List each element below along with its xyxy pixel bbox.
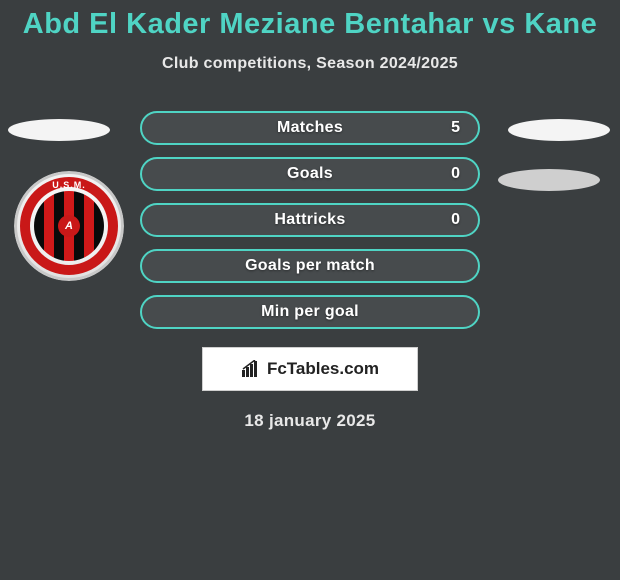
player-right-ellipse-bottom xyxy=(498,169,600,191)
stat-bar: Goals 0 xyxy=(140,157,480,191)
stat-bar-label: Goals xyxy=(287,165,333,183)
stat-bar-label: Min per goal xyxy=(261,303,359,321)
stat-bar: Goals per match xyxy=(140,249,480,283)
stat-bars: Matches 5 Goals 0 Hattricks 0 Goals per match M… xyxy=(140,111,480,329)
stat-bar-label: Goals per match xyxy=(245,257,375,275)
stat-bar-value: 5 xyxy=(451,119,460,137)
watermark-chart-icon xyxy=(241,360,261,378)
stat-bar-label: Matches xyxy=(277,119,343,137)
stat-bar-label: Hattricks xyxy=(274,211,345,229)
subtitle: Club competitions, Season 2024/2025 xyxy=(0,55,620,73)
stat-bar-value: 0 xyxy=(451,211,460,229)
player-left-ellipse xyxy=(8,119,110,141)
club-badge: U.S.M. A xyxy=(14,171,124,281)
comparison-content: U.S.M. A Matches 5 Goals 0 Hattricks 0 Goals p… xyxy=(0,111,620,431)
page-title: Abd El Kader Meziane Bentahar vs Kane xyxy=(0,0,620,41)
stat-bar: Hattricks 0 xyxy=(140,203,480,237)
stat-bar-value: 0 xyxy=(451,165,460,183)
badge-band-text: U.S.M. xyxy=(14,180,124,190)
badge-center: A xyxy=(58,215,80,237)
player-right-ellipse-top xyxy=(508,119,610,141)
watermark-text: FcTables.com xyxy=(267,359,379,379)
stat-bar: Min per goal xyxy=(140,295,480,329)
watermark: FcTables.com xyxy=(202,347,418,391)
stat-bar: Matches 5 xyxy=(140,111,480,145)
snapshot-date: 18 january 2025 xyxy=(0,411,620,431)
